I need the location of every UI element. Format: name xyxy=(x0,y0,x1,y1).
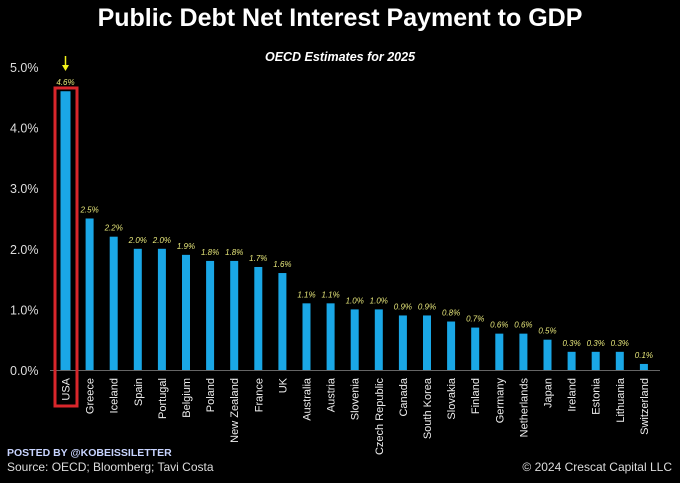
bar xyxy=(591,351,600,370)
data-label: 2.0% xyxy=(128,236,147,245)
x-tick-label: Greece xyxy=(85,378,97,414)
bar xyxy=(109,236,118,370)
bar xyxy=(495,333,504,370)
bar xyxy=(447,321,456,370)
x-tick-label: Australia xyxy=(302,377,314,421)
data-label: 0.1% xyxy=(635,351,653,360)
data-label: 0.8% xyxy=(442,309,460,318)
data-label: 2.0% xyxy=(152,236,171,245)
data-label: 0.3% xyxy=(562,339,580,348)
data-label: 1.8% xyxy=(201,248,219,257)
data-label: 1.6% xyxy=(273,260,291,269)
data-label: 1.7% xyxy=(249,254,267,263)
x-tick-label: Spain xyxy=(133,378,145,406)
x-tick-label: Estonia xyxy=(591,377,603,415)
x-tick-label: France xyxy=(253,378,265,412)
x-tick-label: South Korea xyxy=(422,377,434,439)
x-tick-label: Japan xyxy=(543,378,555,408)
arrow-head-icon xyxy=(62,65,69,71)
data-label: 1.0% xyxy=(370,296,388,305)
bar xyxy=(85,218,94,370)
x-tick-label: Poland xyxy=(205,378,217,412)
data-label: 0.3% xyxy=(587,339,605,348)
y-tick-label: 2.0% xyxy=(10,243,39,257)
x-tick-label: Canada xyxy=(398,377,410,416)
bar xyxy=(350,309,359,370)
x-tick-label: Ireland xyxy=(567,378,579,412)
x-tick-label: Lithuania xyxy=(615,377,627,423)
y-tick-label: 1.0% xyxy=(10,303,39,317)
x-tick-label: Portugal xyxy=(157,378,169,419)
x-tick-label: Slovakia xyxy=(446,377,458,419)
data-label: 0.9% xyxy=(418,302,436,311)
x-tick-label: Slovenia xyxy=(350,377,362,420)
data-label: 0.9% xyxy=(394,302,412,311)
bar xyxy=(157,248,166,370)
data-label: 2.2% xyxy=(104,224,123,233)
bar xyxy=(254,266,263,370)
x-tick-label: UK xyxy=(277,377,289,393)
data-label: 0.7% xyxy=(466,315,484,324)
chart-subtitle: OECD Estimates for 2025 xyxy=(264,50,416,64)
bar xyxy=(423,315,431,370)
bar xyxy=(567,351,576,370)
bar xyxy=(133,248,142,370)
bar xyxy=(639,363,648,370)
data-label: 0.3% xyxy=(611,339,629,348)
data-label: 0.6% xyxy=(514,321,532,330)
x-tick-label: Finland xyxy=(470,378,482,414)
bar xyxy=(206,260,215,370)
bar xyxy=(374,309,383,370)
bar xyxy=(230,260,239,370)
data-label: 4.6% xyxy=(56,78,74,87)
x-tick-label: Belgium xyxy=(181,378,193,418)
data-label: 2.5% xyxy=(79,206,98,215)
x-tick-label: Austria xyxy=(326,377,338,412)
y-tick-label: 3.0% xyxy=(10,182,39,196)
x-tick-label: Netherlands xyxy=(518,378,530,438)
data-label: 1.0% xyxy=(346,296,364,305)
y-tick-label: 0.0% xyxy=(10,364,39,378)
x-tick-label: Switzerland xyxy=(639,378,651,435)
bar xyxy=(60,91,71,371)
bar xyxy=(326,303,335,370)
y-tick-label: 4.0% xyxy=(10,122,39,136)
data-label: 1.9% xyxy=(177,242,195,251)
posted-by: POSTED BY @KOBEISSILETTER xyxy=(7,447,172,459)
y-tick-label: 5.0% xyxy=(10,61,39,75)
x-tick-label: USA xyxy=(61,377,73,400)
data-label: 1.1% xyxy=(297,290,315,299)
bar xyxy=(519,333,528,370)
bar xyxy=(543,339,552,370)
x-tick-label: Germany xyxy=(494,378,506,424)
data-label: 0.6% xyxy=(490,321,508,330)
bar xyxy=(302,303,311,370)
data-label: 0.5% xyxy=(538,327,556,336)
x-tick-label: Iceland xyxy=(109,378,121,413)
data-label: 1.8% xyxy=(225,248,243,257)
highlight-box xyxy=(53,86,79,408)
bar xyxy=(615,351,624,370)
bar xyxy=(182,254,190,370)
copyright: © 2024 Crescat Capital LLC xyxy=(522,460,672,474)
bar xyxy=(278,273,287,370)
data-label: 1.1% xyxy=(321,290,339,299)
source-note: Source: OECD; Bloomberg; Tavi Costa xyxy=(7,460,214,474)
bar xyxy=(471,327,480,370)
x-tick-label: New Zealand xyxy=(229,378,241,443)
bar xyxy=(398,315,407,370)
chart-title: Public Debt Net Interest Payment to GDP xyxy=(97,4,583,32)
x-tick-label: Czech Republic xyxy=(374,378,386,456)
